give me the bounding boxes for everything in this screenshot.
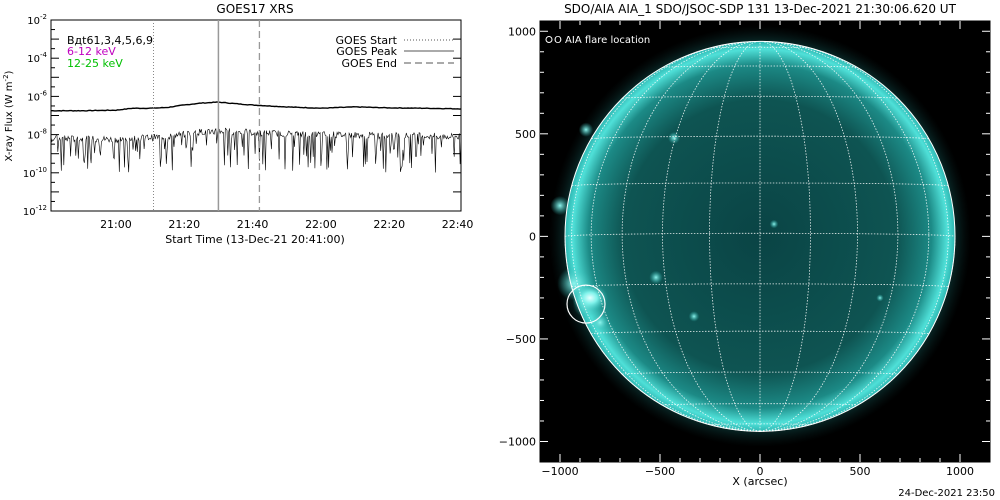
goes-y-axis: 10-12 10-10 10-8 10-6 10-4 10-2 (23, 13, 461, 218)
goes-x-axis: 21:00 21:20 21:40 22:00 22:20 22:40 (100, 218, 473, 231)
goes-xrs-chart: GOES17 XRS 10-12 10-10 10-8 10-6 10-4 10-2 21… (2, 2, 473, 246)
flare-brightening (572, 283, 608, 312)
y-tick-label: 500 (515, 128, 536, 141)
legend-channel-combined: Bдt61,3,4,5,6,9 (67, 34, 153, 47)
latitude-line (662, 403, 858, 406)
x-tick-label: 21:00 (100, 218, 132, 231)
longitude-line (759, 41, 930, 432)
aia-x-axis-label: X (arcsec) (732, 475, 787, 488)
longitude-line (571, 42, 761, 432)
longitude-line (709, 41, 761, 432)
aia-y-axis: −1000 −500 0 500 1000 (499, 25, 990, 448)
aia-plot-frame (539, 20, 991, 463)
y-tick-label: 1000 (508, 25, 536, 38)
x-tick-label: 0 (757, 465, 764, 478)
aia-legend: O AIA flare location (554, 35, 650, 46)
goes-title: GOES17 XRS (216, 2, 293, 16)
active-region (550, 196, 570, 216)
x-tick-label: 22:20 (373, 218, 405, 231)
legend-goes-start-label: GOES Start (336, 34, 398, 47)
aia-title: SDO/AIA AIA_1 SDO/JSOC-SDP 131 13-Dec-20… (564, 2, 957, 16)
series-short-channel (50, 127, 462, 173)
y-tick-label: 10-10 (23, 166, 47, 180)
y-tick-label: 10-4 (27, 51, 47, 65)
y-tick-label: 10-2 (27, 13, 47, 27)
legend-channel-12-25kev: 12-25 keV (67, 57, 123, 70)
y-tick-label: −1000 (499, 435, 536, 448)
goes-event-lines (153, 20, 261, 211)
goes-y-axis-label: X-ray Flux (W m-2) (2, 70, 15, 161)
longitude-line (759, 41, 899, 432)
legend-circle-icon (545, 36, 553, 43)
active-region (688, 311, 700, 322)
goes-x-axis-label: Start Time (13-Dec-21 20:41:00) (165, 233, 345, 246)
active-region (578, 122, 594, 137)
longitude-line (759, 41, 811, 432)
active-region (876, 294, 884, 302)
active-region (591, 314, 609, 331)
footer-timestamp: 24-Dec-2021 23:50 (898, 488, 995, 499)
y-tick-label: 10-6 (27, 89, 47, 103)
goes-series-layer (50, 101, 462, 173)
flare-location-marker (566, 284, 606, 324)
x-tick-label: 500 (850, 465, 871, 478)
legend-goes-end-label: GOES End (341, 57, 397, 70)
x-tick-label: 21:40 (237, 218, 269, 231)
x-tick-label: 22:40 (442, 218, 474, 231)
longitude-line (590, 41, 761, 432)
solar-disk (565, 41, 955, 432)
x-tick-label: 22:00 (305, 218, 337, 231)
aia-image-chart: SDO/AIA AIA_1 SDO/JSOC-SDP 131 13-Dec-20… (499, 2, 991, 488)
aia-image (549, 25, 971, 447)
solar-limb (564, 40, 956, 432)
latitude-line (564, 232, 956, 237)
y-tick-label: 0 (529, 230, 536, 243)
longitude-line (621, 41, 761, 432)
heliographic-grid (564, 40, 956, 432)
longitude-line (759, 42, 949, 432)
x-tick-label: 21:20 (168, 218, 200, 231)
y-tick-label: 10-8 (27, 128, 47, 142)
latitude-line (571, 283, 949, 288)
latitude-line (709, 423, 811, 426)
active-region (668, 131, 680, 144)
legend-goes-peak-label: GOES Peak (336, 45, 397, 58)
x-tick-label: −1000 (541, 465, 578, 478)
latitude-line (571, 182, 949, 187)
series-long-channel (51, 101, 462, 112)
active-region (769, 219, 779, 229)
aia-x-axis: −1000 −500 0 500 1000 (541, 21, 974, 478)
latitude-line (662, 65, 858, 68)
legend-channel-6-12kev: 6-12 keV (67, 45, 116, 58)
x-tick-label: −500 (645, 465, 675, 478)
x-tick-label: 1000 (946, 465, 974, 478)
active-region (649, 270, 663, 285)
y-tick-label: 10-12 (23, 204, 47, 218)
y-tick-label: −500 (506, 333, 536, 346)
latitude-line (621, 371, 899, 375)
